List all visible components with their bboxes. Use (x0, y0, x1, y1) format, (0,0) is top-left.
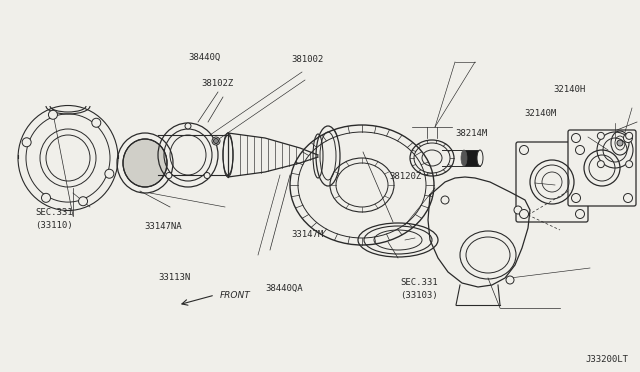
Text: 38120Z: 38120Z (389, 172, 421, 181)
Text: 38440QA: 38440QA (266, 284, 303, 293)
FancyBboxPatch shape (568, 130, 636, 206)
Circle shape (572, 134, 580, 142)
FancyBboxPatch shape (516, 142, 588, 222)
Text: 38214M: 38214M (456, 129, 488, 138)
Circle shape (626, 132, 633, 140)
Circle shape (185, 123, 191, 129)
Circle shape (617, 140, 623, 146)
Text: FRONT: FRONT (220, 292, 251, 301)
Text: (33103): (33103) (400, 291, 438, 300)
Text: SEC.331: SEC.331 (400, 278, 438, 287)
Text: 381002: 381002 (291, 55, 323, 64)
Circle shape (575, 209, 584, 218)
Circle shape (575, 145, 584, 154)
Circle shape (79, 197, 88, 206)
Circle shape (105, 169, 114, 178)
Text: 32140M: 32140M (525, 109, 557, 118)
Circle shape (626, 161, 633, 168)
Circle shape (623, 193, 632, 202)
Circle shape (597, 161, 604, 168)
Circle shape (514, 206, 522, 214)
Circle shape (92, 118, 100, 127)
Circle shape (506, 276, 514, 284)
Bar (464, 150, 480, 166)
Text: 38102Z: 38102Z (202, 79, 234, 88)
Circle shape (42, 193, 51, 202)
Circle shape (572, 193, 580, 202)
Circle shape (597, 132, 604, 140)
Text: SEC.331: SEC.331 (35, 208, 73, 217)
Text: 38440Q: 38440Q (189, 53, 221, 62)
Circle shape (212, 137, 220, 145)
Ellipse shape (123, 139, 167, 187)
Circle shape (166, 173, 172, 179)
Circle shape (22, 138, 31, 147)
Text: J33200LT: J33200LT (585, 356, 628, 365)
Text: 32140H: 32140H (554, 85, 586, 94)
Circle shape (441, 196, 449, 204)
Ellipse shape (461, 150, 467, 166)
Text: 33113N: 33113N (159, 273, 191, 282)
Text: 33147NA: 33147NA (144, 222, 182, 231)
Circle shape (520, 209, 529, 218)
Circle shape (204, 173, 210, 179)
Circle shape (214, 138, 218, 144)
Text: 33147M: 33147M (291, 230, 323, 239)
Circle shape (520, 145, 529, 154)
Text: (33110): (33110) (35, 221, 73, 230)
Ellipse shape (477, 150, 483, 166)
Circle shape (49, 110, 58, 119)
Circle shape (623, 134, 632, 142)
